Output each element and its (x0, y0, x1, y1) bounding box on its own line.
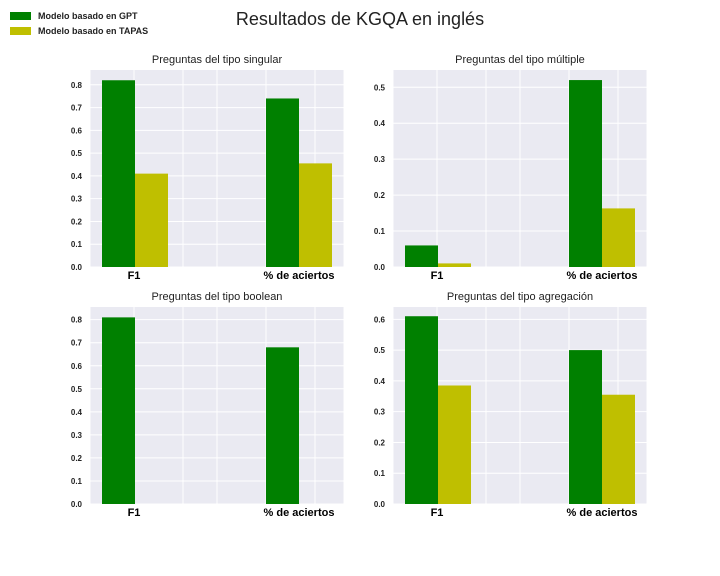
chart-panel-3: 0.0 0.1 0.2 0.3 0.4 0.5 0.6 F1 % de aciertos Preg… (374, 291, 648, 519)
y-tick-label: 0.5 (374, 346, 386, 355)
y-tick-label: 0.2 (374, 191, 386, 200)
y-tick-label: 0.0 (71, 500, 83, 509)
y-tick-label: 0.7 (71, 104, 83, 113)
y-tick-label: 0.1 (71, 240, 83, 249)
x-category-label: F1 (128, 507, 141, 519)
y-tick-label: 0.2 (374, 438, 386, 447)
figure-title: Resultados de KGQA en inglés (235, 9, 485, 29)
chart-panel-0: 0.0 0.1 0.2 0.3 0.4 0.5 0.6 0.7 0.8 F1 % de aciert… (71, 54, 345, 282)
bar-series-0-0 (405, 316, 438, 504)
x-category-label: % de aciertos (264, 507, 335, 519)
x-category-label: F1 (431, 270, 444, 282)
x-category-label: F1 (431, 507, 444, 519)
bar-series-1-1 (602, 208, 635, 267)
bar-series-1-0 (438, 385, 471, 504)
y-tick-label: 0.0 (374, 500, 386, 509)
y-tick-label: 0.5 (71, 385, 83, 394)
y-tick-label: 0.1 (374, 469, 386, 478)
bar-series-1-0 (135, 173, 168, 267)
y-tick-label: 0.6 (71, 126, 83, 135)
bar-series-0-1 (569, 350, 602, 504)
y-tick-label: 0.1 (71, 477, 83, 486)
bar-series-0-0 (405, 245, 438, 267)
legend-item-tapas: Modelo basado en TAPAS (10, 23, 148, 38)
legend-label-tapas: Modelo basado en TAPAS (38, 25, 149, 36)
legend-label-gpt: Modelo basado en GPT (38, 10, 138, 21)
legend-swatch-tapas (10, 26, 31, 35)
y-tick-label: 0.3 (71, 195, 83, 204)
x-category-label: F1 (128, 270, 141, 282)
y-tick-label: 0.7 (71, 339, 83, 348)
y-tick-label: 0.6 (374, 315, 386, 324)
bar-series-1-1 (602, 394, 635, 504)
y-tick-label: 0.2 (71, 454, 83, 463)
x-category-label: % de aciertos (567, 270, 638, 282)
y-tick-label: 0.4 (71, 172, 83, 181)
y-tick-label: 0.3 (374, 155, 386, 164)
bar-series-1-1 (299, 163, 332, 267)
bar-series-0-1 (266, 347, 299, 504)
chart-title: Preguntas del tipo agregación (447, 291, 593, 303)
bar-series-0-1 (266, 98, 299, 268)
chart-title: Preguntas del tipo boolean (152, 291, 283, 303)
y-tick-label: 0.3 (374, 408, 386, 417)
y-tick-label: 0.8 (71, 316, 83, 325)
legend: Modelo basado en GPT Modelo basado en TA… (10, 8, 148, 38)
x-category-label: % de aciertos (264, 270, 335, 282)
bar-series-0-1 (569, 80, 602, 267)
y-tick-label: 0.1 (374, 227, 386, 236)
legend-swatch-gpt (10, 11, 31, 20)
y-tick-label: 0.4 (71, 408, 83, 417)
y-tick-label: 0.6 (71, 362, 83, 371)
bar-series-1-0 (438, 263, 471, 267)
y-tick-label: 0.4 (374, 119, 386, 128)
chart-panel-2: 0.0 0.1 0.2 0.3 0.4 0.5 0.6 0.7 0.8 F1 % de aciert… (71, 291, 345, 519)
y-tick-label: 0.2 (71, 217, 83, 226)
y-tick-label: 0.5 (374, 83, 386, 92)
y-tick-label: 0.5 (71, 149, 83, 158)
y-tick-label: 0.0 (374, 263, 386, 272)
chart-title: Preguntas del tipo múltiple (455, 54, 585, 66)
y-tick-label: 0.4 (374, 377, 386, 386)
chart-title: Preguntas del tipo singular (152, 54, 283, 66)
y-tick-label: 0.3 (71, 431, 83, 440)
bar-series-0-0 (102, 80, 135, 267)
y-tick-label: 0.0 (71, 263, 83, 272)
x-category-label: % de aciertos (567, 507, 638, 519)
chart-panel-1: 0.0 0.1 0.2 0.3 0.4 0.5 F1 % de aciertos Pregunt… (374, 54, 648, 282)
y-tick-label: 0.8 (71, 81, 83, 90)
legend-item-gpt: Modelo basado en GPT (10, 8, 148, 23)
bar-series-0-0 (102, 317, 135, 504)
